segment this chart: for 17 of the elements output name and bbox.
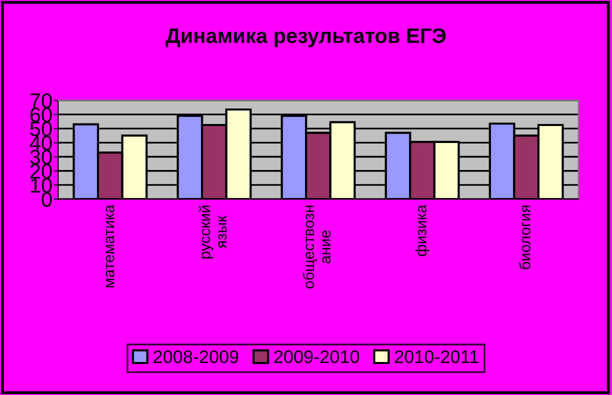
legend-label: 2009-2010 xyxy=(274,350,360,364)
x-tick-label: обществозн ание xyxy=(302,206,331,288)
y-tick-label: 10 xyxy=(31,178,52,193)
chart-title: Динамика результатов ЕГЭ xyxy=(166,28,446,48)
y-tick-label: 20 xyxy=(30,164,52,179)
x-tick-label: биология xyxy=(519,206,530,270)
legend-label: 2008-2009 xyxy=(154,350,238,364)
y-tick-label: 30 xyxy=(30,150,52,165)
y-tick-label: 0 xyxy=(42,192,52,207)
x-tick-label: математика xyxy=(106,204,114,288)
legend-label: 2010-2011 xyxy=(394,350,478,364)
y-tick-label: 50 xyxy=(30,122,52,136)
x-tick-label: физика xyxy=(415,204,430,256)
x-tick-label: русский язык xyxy=(198,206,227,258)
y-tick-label: 40 xyxy=(30,136,52,150)
y-tick-label: 70 xyxy=(30,93,52,108)
y-tick-label: 60 xyxy=(30,107,52,122)
